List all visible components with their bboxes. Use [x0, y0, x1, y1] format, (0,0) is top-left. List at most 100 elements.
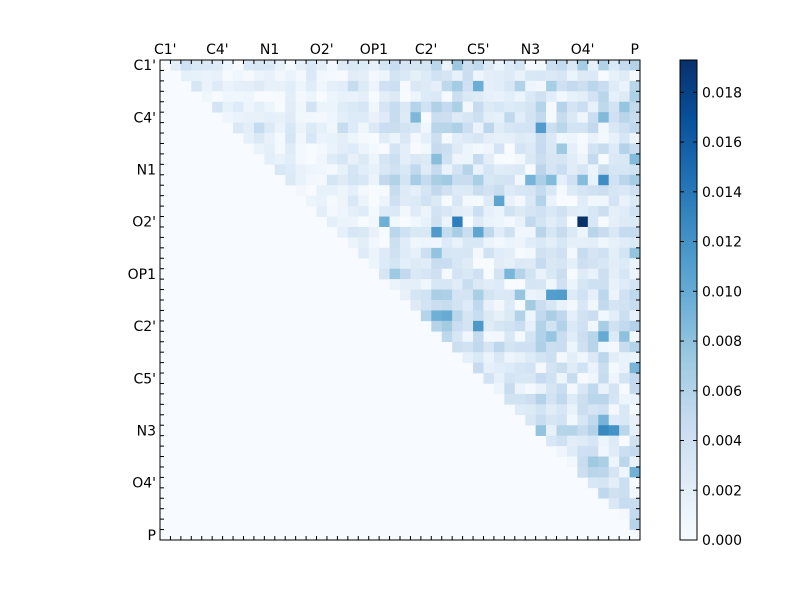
x-tick-label: N3 [521, 42, 540, 58]
heatmap-cell [608, 456, 620, 468]
heatmap-cell [441, 247, 453, 259]
heatmap-cell [400, 112, 411, 123]
heatmap-cell [410, 247, 422, 259]
heatmap-cell [233, 101, 244, 113]
heatmap-cell [608, 310, 620, 322]
heatmap-cell [577, 466, 589, 478]
heatmap-cell [431, 133, 443, 144]
heatmap-cell [368, 153, 380, 165]
heatmap-cell [504, 112, 516, 123]
heatmap-cell [577, 226, 589, 238]
heatmap-cell [389, 237, 401, 249]
heatmap-cell [452, 122, 463, 134]
heatmap-cell [389, 185, 401, 196]
heatmap-cell [587, 268, 599, 280]
heatmap-cell [514, 320, 526, 332]
heatmap-cell [212, 101, 223, 113]
heatmap-cell [587, 216, 599, 228]
heatmap-cell [316, 153, 328, 165]
heatmap-cell [504, 91, 516, 103]
heatmap-cell [629, 237, 641, 249]
heatmap-cell [483, 310, 495, 322]
heatmap-cell [619, 112, 630, 123]
heatmap-cell [619, 320, 630, 332]
heatmap-cell [608, 70, 620, 82]
heatmap-cell [504, 331, 516, 343]
heatmap-cell [243, 112, 255, 123]
heatmap-cell [629, 247, 641, 259]
heatmap-cell [326, 122, 338, 134]
heatmap-cell [535, 237, 547, 249]
heatmap-cell [493, 352, 505, 363]
heatmap-cell [525, 331, 536, 343]
heatmap-cell [493, 195, 505, 207]
heatmap-cell [389, 268, 401, 280]
heatmap-cell [514, 404, 526, 416]
heatmap-cell [598, 268, 609, 280]
heatmap-cell [577, 112, 589, 123]
heatmap-cell [577, 268, 589, 280]
heatmap-cell [504, 70, 516, 82]
heatmap-cell [629, 362, 641, 374]
heatmap-cell [556, 383, 568, 395]
heatmap-cell [201, 91, 213, 103]
heatmap-cell [587, 289, 599, 301]
heatmap-cell [441, 143, 453, 155]
heatmap-cell [608, 164, 620, 176]
heatmap-cell [566, 341, 578, 353]
heatmap-cell [462, 195, 474, 207]
heatmap-cell [441, 300, 453, 311]
heatmap-cell [556, 80, 568, 92]
heatmap-cell [400, 195, 411, 207]
heatmap-cell [483, 352, 495, 363]
heatmap-cell [420, 247, 432, 259]
heatmap-cell [619, 279, 630, 290]
heatmap-cell [629, 466, 641, 478]
heatmap-cell [535, 91, 547, 103]
heatmap-cell [420, 143, 432, 155]
heatmap-cell [358, 143, 369, 155]
heatmap-cell [566, 91, 578, 103]
heatmap-cell [577, 383, 589, 395]
heatmap-cell [577, 435, 589, 447]
heatmap-cell [441, 320, 453, 332]
heatmap-cell [619, 174, 630, 186]
heatmap-cell [473, 237, 484, 249]
heatmap-cell [410, 300, 422, 311]
heatmap-cell [316, 206, 328, 217]
heatmap-cell [514, 393, 526, 405]
heatmap-cell [295, 112, 307, 123]
heatmap-cell [587, 414, 599, 426]
heatmap-cell [316, 185, 328, 196]
heatmap-cell [577, 331, 589, 343]
heatmap-cell [504, 258, 516, 269]
heatmap-cell [577, 279, 589, 290]
heatmap-cell [566, 289, 578, 301]
heatmap-cell [493, 383, 505, 395]
heatmap-cell [420, 195, 432, 207]
colorbar-tick-label: 0.002 [702, 483, 742, 499]
heatmap-cell [566, 373, 578, 384]
heatmap-cell [619, 466, 630, 478]
heatmap-cell [587, 195, 599, 207]
heatmap-cell [358, 206, 369, 217]
heatmap-cell [379, 226, 390, 238]
heatmap-cell [410, 185, 422, 196]
heatmap-cell [264, 91, 276, 103]
heatmap-cell [306, 101, 317, 113]
heatmap-cell [326, 216, 338, 228]
heatmap-cell [619, 101, 630, 113]
heatmap-cell [452, 320, 463, 332]
heatmap-cell [525, 310, 536, 322]
heatmap-cell [504, 153, 516, 165]
heatmap-cell [431, 91, 443, 103]
heatmap-cell [598, 435, 609, 447]
colorbar-tick-label: 0.008 [702, 334, 742, 350]
heatmap-cell [431, 122, 443, 134]
heatmap-cell [608, 477, 620, 489]
heatmap-cell [358, 60, 369, 71]
y-tick-label: C1' [133, 58, 156, 74]
heatmap-cell [608, 393, 620, 405]
heatmap-cell [358, 247, 369, 259]
heatmap-cell [400, 247, 411, 259]
